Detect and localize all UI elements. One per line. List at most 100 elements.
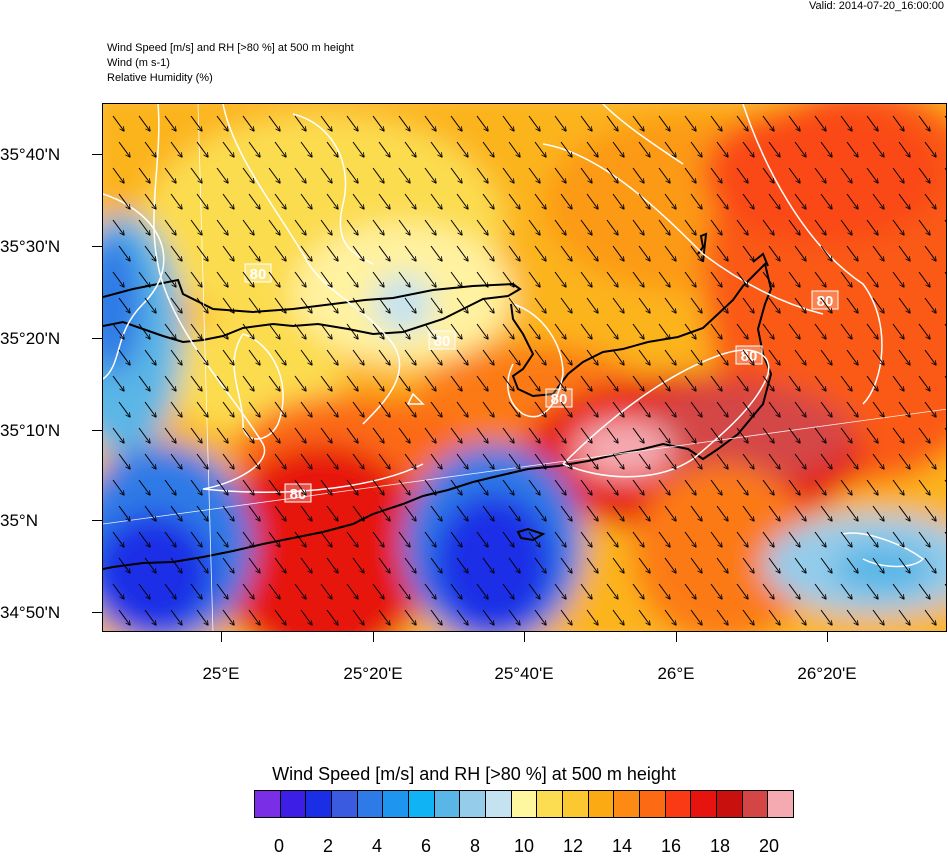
- colorbar: [254, 790, 794, 818]
- wind-arrow: [424, 219, 436, 235]
- wind-arrow: [248, 609, 260, 625]
- wind-arrow: [118, 557, 130, 573]
- wind-arrow: [138, 167, 150, 183]
- wind-arrow: [320, 375, 332, 391]
- colorbar-swatch: [255, 791, 281, 817]
- wind-arrow: [580, 375, 592, 391]
- wind-arrow: [898, 245, 910, 261]
- wind-arrow: [248, 245, 260, 261]
- wind-arrow: [892, 583, 904, 599]
- wind-arrow: [502, 323, 514, 339]
- wind-arrow: [372, 479, 384, 495]
- wind-arrow: [586, 245, 598, 261]
- wind-arrow: [294, 375, 306, 391]
- wind-arrow: [794, 349, 806, 365]
- wind-arrow: [580, 531, 592, 547]
- wind-arrow: [742, 141, 754, 157]
- wind-arrow: [658, 531, 670, 547]
- wind-arrow: [476, 115, 488, 131]
- wind-arrow: [196, 557, 208, 573]
- wind-arrow: [612, 141, 624, 157]
- wind-arrow: [274, 193, 286, 209]
- wind-arrow: [528, 271, 540, 287]
- wind-arrow: [606, 531, 618, 547]
- wind-arrow: [528, 219, 540, 235]
- wind-arrow: [450, 167, 462, 183]
- wind-arrow: [482, 297, 494, 313]
- wind-arrow: [346, 531, 358, 547]
- wind-arrow: [528, 531, 540, 547]
- wind-arrow: [398, 115, 410, 131]
- wind-arrow: [242, 167, 254, 183]
- colorbar-label: 14: [611, 836, 633, 856]
- wind-arrow: [924, 349, 936, 365]
- wind-arrow: [118, 453, 130, 469]
- wind-arrow: [924, 505, 936, 521]
- lat-tick: [92, 338, 102, 339]
- wind-arrow: [300, 401, 312, 417]
- wind-arrow: [612, 609, 624, 625]
- wind-arrow: [560, 505, 572, 521]
- wind-arrow: [586, 557, 598, 573]
- wind-arrow: [482, 505, 494, 521]
- wind-arrow: [430, 453, 442, 469]
- wind-arrow: [112, 167, 124, 183]
- wind-arrow: [918, 271, 930, 287]
- wind-arrow: [924, 193, 936, 209]
- wind-arrow: [658, 115, 670, 131]
- wind-arrow: [664, 505, 676, 521]
- wind-arrow: [398, 427, 410, 443]
- wind-arrow: [138, 375, 150, 391]
- wind-arrow: [294, 219, 306, 235]
- wind-arrow: [814, 375, 826, 391]
- wind-arrow: [294, 167, 306, 183]
- wind-arrow: [710, 531, 722, 547]
- wind-arrow: [840, 115, 852, 131]
- wind-arrow: [404, 297, 416, 313]
- wind-arrow: [144, 297, 156, 313]
- wind-arrow: [320, 115, 332, 131]
- wind-arrow: [268, 479, 280, 495]
- wind-arrow: [170, 245, 182, 261]
- wind-arrow: [300, 193, 312, 209]
- wind-arrow: [326, 297, 338, 313]
- wind-arrow: [476, 583, 488, 599]
- wind-arrow: [508, 505, 520, 521]
- wind-arrow: [274, 505, 286, 521]
- wind-arrow: [762, 375, 774, 391]
- wind-arrow: [216, 115, 228, 131]
- wind-arrow: [554, 375, 566, 391]
- wind-arrow: [788, 531, 800, 547]
- wind-arrow: [788, 427, 800, 443]
- wind-arrow: [768, 349, 780, 365]
- wind-arrow: [378, 141, 390, 157]
- wind-arrow: [846, 141, 858, 157]
- wind-arrow: [456, 349, 468, 365]
- wind-arrow: [820, 349, 832, 365]
- lon-label: 25°20'E: [343, 664, 403, 683]
- wind-arrow: [138, 271, 150, 287]
- wind-arrow: [274, 401, 286, 417]
- wind-arrow: [112, 323, 124, 339]
- wind-arrow: [222, 297, 234, 313]
- wind-arrow: [164, 219, 176, 235]
- wind-arrow: [840, 427, 852, 443]
- wind-arrow: [684, 271, 696, 287]
- wind-arrow: [352, 453, 364, 469]
- wind-arrow: [892, 375, 904, 391]
- wind-arrow: [450, 219, 462, 235]
- wind-arrow: [736, 479, 748, 495]
- wind-arrow: [248, 453, 260, 469]
- lon-tick: [373, 632, 374, 642]
- wind-arrow: [586, 349, 598, 365]
- wind-arrow: [586, 453, 598, 469]
- wind-arrow: [632, 375, 644, 391]
- wind-arrow: [612, 453, 624, 469]
- wind-arrow: [788, 583, 800, 599]
- wind-arrow: [320, 323, 332, 339]
- wind-arrow: [216, 531, 228, 547]
- wind-arrow: [918, 115, 930, 131]
- wind-arrow: [118, 245, 130, 261]
- wind-arrow: [710, 479, 722, 495]
- lat-label: 35°N: [0, 511, 38, 530]
